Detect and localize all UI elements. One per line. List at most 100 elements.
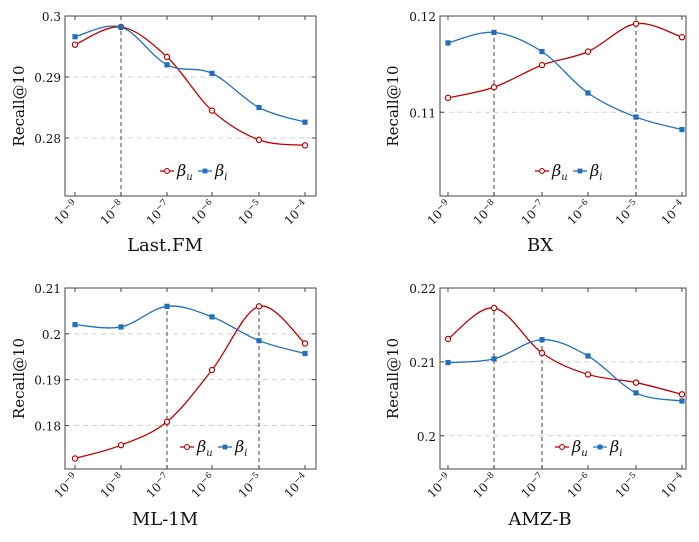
data-point-beta-i bbox=[256, 104, 262, 111]
data-point-beta-i bbox=[539, 337, 545, 343]
series-line-beta-i bbox=[447, 339, 683, 402]
legend-label: βu bbox=[196, 437, 213, 459]
data-point-beta-i bbox=[164, 303, 170, 309]
x-tick-label: 10−6 bbox=[564, 471, 594, 501]
series-line-beta-i bbox=[74, 305, 306, 355]
y-tick-label: 0.21 bbox=[409, 356, 436, 370]
x-tick-label: 10−5 bbox=[235, 471, 265, 501]
x-tick-label: 10−9 bbox=[424, 198, 454, 228]
legend: βu βi bbox=[180, 437, 247, 459]
legend: βu βi bbox=[535, 161, 602, 183]
data-point-beta-u bbox=[71, 41, 79, 48]
data-point-beta-i bbox=[256, 338, 262, 344]
data-point-beta-u bbox=[632, 379, 640, 386]
legend-marker bbox=[202, 168, 208, 174]
data-point-beta-u bbox=[163, 53, 171, 61]
y-axis-label: Recall@10 bbox=[384, 338, 402, 419]
x-tick-label: 10−5 bbox=[612, 198, 642, 228]
data-point-beta-i bbox=[164, 62, 170, 68]
plot-area-frame bbox=[64, 15, 317, 197]
legend-label: βi bbox=[214, 161, 227, 183]
y-tick-label: 0.29 bbox=[34, 71, 61, 85]
data-point-beta-i bbox=[72, 34, 78, 40]
legend-marker bbox=[597, 444, 603, 450]
data-point-beta-i bbox=[118, 324, 124, 330]
y-axis-label: Recall@10 bbox=[384, 65, 402, 146]
legend-marker bbox=[559, 444, 565, 450]
panel-title: BX bbox=[527, 235, 553, 256]
data-point-beta-i bbox=[302, 119, 308, 125]
data-point-beta-i bbox=[445, 40, 451, 46]
legend-marker bbox=[577, 168, 583, 174]
data-point-beta-i bbox=[633, 390, 639, 396]
data-point-beta-u bbox=[584, 371, 592, 378]
y-tick-label: 0.2 bbox=[417, 430, 436, 444]
panel-title: Last.FM bbox=[127, 235, 203, 256]
legend: βu βi bbox=[160, 161, 227, 183]
x-tick-label: 10−7 bbox=[518, 471, 548, 501]
data-point-beta-u bbox=[255, 303, 263, 310]
x-tick-label: 10−8 bbox=[97, 198, 127, 228]
x-tick-label: 10−6 bbox=[564, 198, 594, 228]
x-tick-label: 10−8 bbox=[97, 471, 127, 501]
data-point-beta-u bbox=[301, 340, 309, 347]
x-tick-label: 10−7 bbox=[518, 198, 548, 228]
data-point-beta-u bbox=[490, 304, 498, 312]
plot-area-frame bbox=[64, 287, 317, 470]
x-tick-label: 10−4 bbox=[658, 198, 688, 228]
series-line-beta-u bbox=[447, 22, 683, 99]
x-tick-label: 10−8 bbox=[470, 471, 500, 501]
y-tick-label: 0.12 bbox=[409, 10, 436, 24]
plot-area-frame bbox=[439, 287, 687, 470]
x-tick-label: 10−6 bbox=[188, 471, 218, 501]
x-tick-label: 10−4 bbox=[658, 471, 688, 501]
panel-title: AMZ-B bbox=[507, 509, 571, 530]
series-line-beta-u bbox=[447, 307, 683, 396]
x-tick-label: 10−9 bbox=[51, 471, 81, 501]
y-tick-label: 0.21 bbox=[34, 282, 61, 296]
y-axis-label: Recall@10 bbox=[10, 338, 28, 419]
data-point-beta-u bbox=[490, 84, 498, 91]
y-axis-label: Recall@10 bbox=[10, 65, 28, 146]
data-point-beta-u bbox=[632, 20, 640, 27]
legend-label: βu bbox=[551, 161, 568, 183]
x-tick-label: 10−5 bbox=[235, 198, 265, 228]
data-point-beta-i bbox=[633, 114, 639, 120]
y-tick-label: 0.28 bbox=[34, 132, 61, 146]
data-point-beta-i bbox=[491, 29, 497, 35]
data-point-beta-u bbox=[584, 48, 592, 55]
data-point-beta-i bbox=[72, 322, 78, 328]
data-point-beta-i bbox=[585, 90, 591, 96]
data-point-beta-u bbox=[444, 94, 452, 102]
data-point-beta-i bbox=[209, 70, 215, 76]
y-tick-label: 0.11 bbox=[409, 106, 436, 120]
chart-panel-1: 0.28 0.29 0.3 10−9 10−8 10−7 10−6 10−5 10−4 βu βi R… bbox=[10, 10, 317, 256]
y-tick-label: 0.22 bbox=[409, 282, 436, 296]
data-point-beta-u bbox=[117, 441, 125, 449]
data-point-beta-u bbox=[255, 136, 263, 144]
data-point-beta-i bbox=[679, 398, 685, 404]
y-tick-label: 0.19 bbox=[34, 374, 61, 388]
x-tick-label: 10−4 bbox=[281, 198, 311, 228]
chart-panel-4: 0.2 0.21 0.22 10−9 10−8 10−7 10−6 10−5 10−4 βu βi R… bbox=[384, 282, 688, 530]
data-point-beta-i bbox=[491, 356, 497, 362]
data-point-beta-u bbox=[208, 107, 216, 114]
data-point-beta-u bbox=[678, 33, 686, 41]
data-point-beta-i bbox=[445, 360, 451, 366]
data-point-beta-u bbox=[71, 455, 79, 462]
data-point-beta-i bbox=[302, 350, 308, 357]
legend-label: βu bbox=[571, 437, 588, 459]
x-tick-label: 10−7 bbox=[143, 198, 173, 228]
data-point-beta-i bbox=[539, 49, 545, 55]
series-line-beta-i bbox=[447, 31, 683, 131]
data-point-beta-u bbox=[301, 142, 309, 149]
data-point-beta-i bbox=[209, 314, 215, 320]
plot-area-frame bbox=[439, 15, 687, 197]
legend-label: βi bbox=[589, 161, 602, 183]
data-point-beta-u bbox=[538, 349, 546, 357]
legend-label: βu bbox=[176, 161, 193, 183]
data-point-beta-i bbox=[679, 126, 685, 133]
y-tick-label: 0.2 bbox=[42, 328, 61, 342]
x-tick-label: 10−4 bbox=[281, 471, 311, 501]
